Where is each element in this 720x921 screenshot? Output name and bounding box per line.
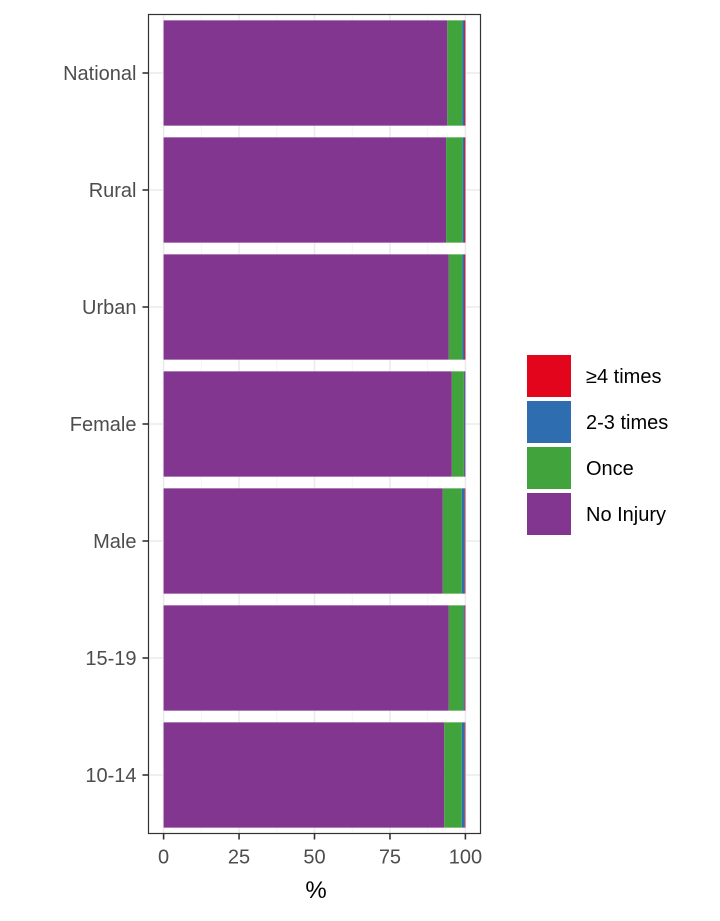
- y-tick-label: Female: [70, 414, 137, 436]
- bar-no-injury-15-19: [163, 605, 449, 711]
- bars: [163, 20, 466, 828]
- bar-2-3-times-female: [463, 371, 466, 477]
- bar-2-3-times-national: [462, 20, 465, 126]
- bar-no-injury-urban: [163, 254, 449, 360]
- bar-once-urban: [448, 254, 463, 360]
- x-axis: 0 25 50 75 100: [158, 833, 482, 869]
- x-tick-label: 50: [303, 847, 325, 869]
- legend-key: [527, 493, 571, 535]
- bar-no-injury-rural: [163, 137, 447, 243]
- x-tick-label: 0: [158, 847, 169, 869]
- y-tick-label: Urban: [82, 297, 136, 319]
- bar-no-injury-male: [163, 488, 443, 594]
- x-axis-title: %: [305, 877, 326, 904]
- bar-once-10-14: [444, 722, 462, 828]
- bar-no-injury-national: [163, 20, 448, 126]
- bar-4-times-15-19: [464, 605, 466, 711]
- legend-key: [527, 355, 571, 397]
- bar-once-female: [451, 371, 464, 477]
- x-tick-label: 75: [379, 847, 401, 869]
- y-tick-label: National: [63, 63, 136, 85]
- legend-label: 2-3 times: [586, 412, 668, 434]
- bar-2-3-times-10-14: [461, 722, 465, 828]
- bar-4-times-male: [464, 488, 466, 594]
- bar-4-times-national: [464, 20, 466, 126]
- bar-once-rural: [446, 137, 463, 243]
- bar-4-times-urban: [464, 254, 466, 360]
- legend-key: [527, 401, 571, 443]
- y-tick-label: 15-19: [85, 648, 136, 670]
- bar-once-15-19: [448, 605, 464, 711]
- y-axis: National Rural Urban Female Male 15-19 10-14: [63, 63, 149, 787]
- bar-4-times-10-14: [464, 722, 466, 828]
- legend-key: [527, 447, 571, 489]
- bar-2-3-times-urban: [462, 254, 465, 360]
- bar-4-times-rural: [464, 137, 466, 243]
- bar-2-3-times-15-19: [463, 605, 465, 711]
- y-tick-label: 10-14: [85, 765, 136, 787]
- legend-label: No Injury: [586, 504, 666, 526]
- y-tick-label: Rural: [89, 180, 137, 202]
- legend-label: Once: [586, 458, 634, 480]
- y-tick-label: Male: [93, 531, 136, 553]
- bar-2-3-times-rural: [462, 137, 465, 243]
- bar-once-male: [442, 488, 462, 594]
- legend: ≥4 times 2-3 times Once No Injury: [527, 355, 668, 535]
- bar-no-injury-female: [163, 371, 452, 477]
- x-tick-label: 100: [449, 847, 482, 869]
- legend-label: ≥4 times: [586, 366, 661, 388]
- x-tick-label: 25: [228, 847, 250, 869]
- bar-no-injury-10-14: [163, 722, 445, 828]
- bar-2-3-times-male: [461, 488, 465, 594]
- bar-once-national: [447, 20, 463, 126]
